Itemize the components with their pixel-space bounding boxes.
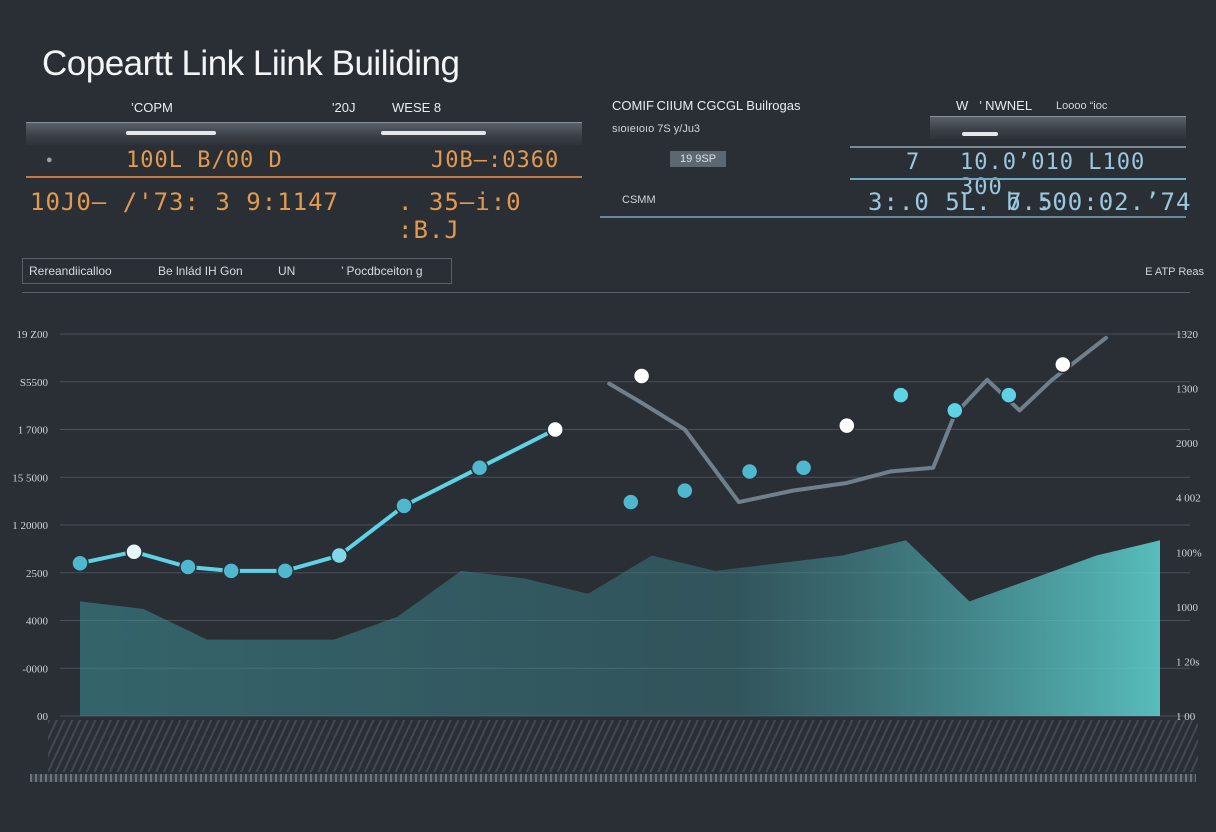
data-point	[276, 562, 294, 580]
right-chip[interactable]: 19 9SP	[670, 151, 727, 167]
right-row1-divider	[850, 178, 1186, 180]
y-tick-right: 1320	[1176, 329, 1199, 341]
y-tick-left: 19 Z00	[17, 329, 49, 341]
right-header-c: Loooo “ioc	[1056, 100, 1108, 112]
left-slider-b[interactable]	[381, 131, 486, 135]
link-building-chart: 19 Z00 S5500 1 7000 15 5000 1 20000 2500 4000 ‑…	[12, 329, 1202, 720]
y-tick-right: 1000	[1176, 602, 1199, 614]
x-axis-hatched-labels	[48, 720, 1198, 772]
x-axis-baseline	[30, 774, 1196, 782]
data-point	[946, 401, 964, 420]
right-row1-top-divider	[850, 146, 1186, 148]
left-header-c: WESE 8	[392, 100, 442, 115]
y-tick-left: 2500	[26, 568, 49, 580]
y-tick-left: 00	[37, 711, 49, 720]
data-point	[71, 554, 89, 572]
chart-toolbar: Rereandiicalloo Be lnlád IH Gon UN ’ Poc…	[22, 258, 452, 284]
y-tick-right: 1 00	[1176, 711, 1196, 720]
right-label: CSMM	[622, 194, 656, 206]
right-row2-a: 3:.0 5L. 7 5	[868, 188, 1054, 216]
y-tick-right: 1 20s	[1176, 656, 1200, 668]
y-tick-right: 1300	[1176, 384, 1199, 396]
data-point	[838, 416, 856, 435]
y-tick-right: 4 002	[1176, 493, 1201, 505]
data-point	[794, 458, 813, 477]
right-stats-panel: COMIF CIIUM CGCGL Builrogas W ’ NWNEL Lo…	[600, 90, 1190, 220]
right-slider[interactable]	[962, 132, 998, 136]
data-point	[395, 497, 413, 515]
y-tick-left: 1 7000	[18, 425, 49, 437]
y-tick-left: 4000	[26, 616, 49, 628]
y-tick-right: 100%	[1176, 547, 1202, 559]
data-point	[622, 493, 640, 511]
data-point	[676, 481, 694, 500]
y-tick-right: 2000	[1176, 438, 1199, 450]
left-row2-b: . 35—i:0 :B.J	[398, 188, 522, 244]
left-stats-panel: ’COPM '20J WESE 8 ● 100L B/00 D J0B—:036…	[26, 90, 584, 244]
right-header-b: W ’ NWNEL	[956, 98, 1033, 113]
y-tick-left: 15 5000	[12, 472, 48, 484]
toolbar-item-2[interactable]: Be lnlád IH Gon	[158, 264, 243, 278]
data-point	[546, 420, 564, 439]
right-row2-b: b.:00:02.’74	[1006, 188, 1192, 216]
toolbar-right-label: E ATP Reas	[1145, 266, 1204, 278]
data-point	[125, 542, 143, 561]
y-tick-left: 1 20000	[12, 520, 48, 532]
left-slider-a[interactable]	[126, 131, 216, 135]
left-header-b: '20J	[332, 100, 356, 115]
y-tick-left: ‑0000	[22, 663, 48, 675]
data-point	[330, 546, 348, 565]
toolbar-item-4[interactable]: ’ Pocdbceiton g	[341, 264, 423, 278]
page-title: Copeartt Link Liink Builiding	[42, 44, 460, 83]
left-row2-a: 10J0— /'73: 3 9:1147	[30, 188, 339, 216]
data-point	[740, 462, 759, 481]
data-point	[892, 386, 910, 404]
toolbar-item-1[interactable]: Rereandiicalloo	[29, 264, 112, 278]
toolbar-divider	[22, 292, 1190, 293]
left-row1-a: 100L B/00 D	[126, 148, 283, 173]
left-header-strip	[26, 122, 582, 145]
data-point	[470, 458, 489, 477]
right-header-a: COMIF CIIUM CGCGL Builrogas	[612, 98, 801, 113]
data-point	[1054, 355, 1072, 374]
area-series	[80, 540, 1160, 716]
left-header-a: ’COPM	[131, 100, 173, 115]
data-point	[222, 562, 240, 580]
toolbar-item-3[interactable]: UN	[278, 264, 296, 278]
left-bullet: ●	[46, 154, 53, 166]
line-series-2	[607, 335, 1108, 505]
left-row1-divider	[26, 176, 582, 178]
line-series-1	[78, 427, 558, 573]
data-point	[1000, 386, 1018, 404]
right-row1-a: 7	[906, 150, 921, 175]
y-tick-left: S5500	[20, 377, 49, 389]
data-point	[632, 367, 651, 385]
right-row2-divider	[600, 216, 1186, 218]
data-point	[179, 558, 197, 576]
left-row1-b: J0B—:0360	[431, 148, 560, 173]
right-subheader: sıoıeıoıo 7S y/Ju3	[612, 123, 701, 135]
